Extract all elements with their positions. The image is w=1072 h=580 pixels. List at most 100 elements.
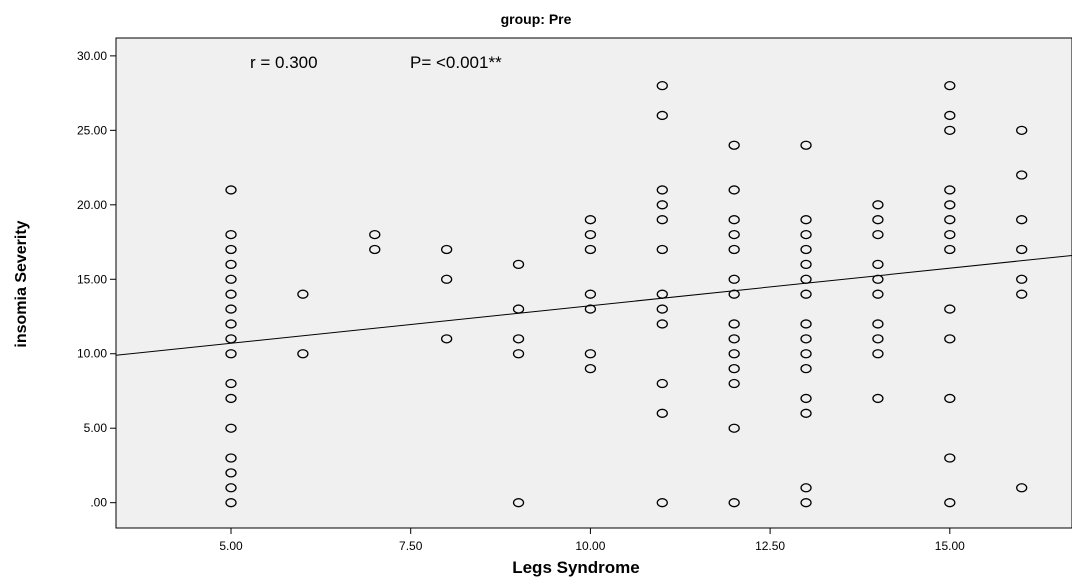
data-point <box>297 289 309 299</box>
data-point <box>1016 170 1028 180</box>
data-point <box>872 319 884 329</box>
data-point <box>944 215 956 225</box>
data-point <box>944 498 956 508</box>
data-point <box>584 215 597 225</box>
data-point <box>225 453 237 463</box>
data-point <box>584 244 597 255</box>
data-point <box>800 334 812 344</box>
data-point <box>512 498 525 508</box>
data-point <box>656 110 668 121</box>
data-point <box>1016 244 1028 255</box>
data-point <box>584 349 597 359</box>
data-point <box>728 349 740 359</box>
data-point <box>872 334 884 344</box>
data-point <box>369 244 381 255</box>
data-point <box>225 378 237 389</box>
data-point <box>1016 483 1028 493</box>
data-point <box>656 81 668 91</box>
data-point <box>512 304 525 314</box>
data-point <box>225 349 237 359</box>
y-tick-label: 20.00 <box>77 198 107 212</box>
data-point <box>656 289 668 299</box>
data-point <box>944 304 956 314</box>
regression-line <box>115 254 1072 356</box>
data-point <box>872 349 884 359</box>
data-point <box>584 363 597 374</box>
data-point <box>512 334 525 344</box>
data-point <box>872 215 884 225</box>
data-point <box>656 319 668 329</box>
data-point <box>656 244 668 255</box>
data-point <box>225 468 237 478</box>
data-point <box>440 274 453 284</box>
x-tick-label: 15.00 <box>935 539 965 553</box>
data-point <box>800 349 812 359</box>
x-tick-label: 12.50 <box>755 539 785 553</box>
data-point <box>872 274 884 284</box>
data-point <box>1016 274 1028 284</box>
data-point <box>872 229 884 240</box>
data-point <box>584 229 597 240</box>
data-point <box>728 363 740 374</box>
data-point <box>225 289 237 299</box>
data-point <box>728 215 740 225</box>
data-point <box>944 200 956 210</box>
data-point <box>800 215 812 225</box>
data-point <box>728 229 740 240</box>
data-point <box>440 334 453 344</box>
data-point <box>800 274 812 284</box>
data-point <box>800 393 812 404</box>
data-point <box>800 229 812 240</box>
data-point <box>872 289 884 299</box>
data-point <box>656 185 668 195</box>
data-point <box>944 125 956 135</box>
data-point <box>512 349 525 359</box>
data-point <box>800 244 812 255</box>
data-point <box>225 274 237 284</box>
data-point <box>728 319 740 329</box>
data-point <box>944 334 956 344</box>
data-point <box>872 259 884 270</box>
data-point <box>225 304 237 314</box>
y-tick-label: 10.00 <box>77 347 107 361</box>
data-point <box>297 349 309 359</box>
data-point <box>800 498 812 508</box>
data-point <box>800 319 812 329</box>
data-point <box>1016 125 1028 135</box>
data-point <box>800 408 812 418</box>
data-point <box>800 259 812 270</box>
data-point <box>944 453 956 463</box>
data-point <box>728 423 740 433</box>
plot-area <box>115 37 1072 529</box>
y-tick-label: .00 <box>90 496 107 510</box>
data-point <box>369 229 381 240</box>
data-point <box>440 244 453 255</box>
data-point <box>656 378 668 389</box>
chart-title: group: Pre <box>500 11 572 27</box>
data-point <box>584 304 597 314</box>
data-point <box>656 215 668 225</box>
data-point <box>800 140 812 150</box>
data-point <box>728 498 740 508</box>
data-point <box>225 229 237 240</box>
data-point <box>225 483 237 493</box>
data-point <box>944 229 956 240</box>
data-point <box>944 393 956 404</box>
x-tick-label: 7.50 <box>399 539 423 553</box>
data-point <box>1016 289 1028 299</box>
y-tick-label: 30.00 <box>77 49 107 63</box>
data-point <box>872 393 884 404</box>
data-point <box>728 274 740 284</box>
x-tick-label: 5.00 <box>219 539 243 553</box>
x-tick-label: 10.00 <box>575 539 605 553</box>
data-point <box>225 259 237 270</box>
data-point <box>800 289 812 299</box>
x-axis-label: Legs Syndrome <box>512 558 640 577</box>
data-point <box>225 244 237 255</box>
data-point <box>944 110 956 121</box>
data-point <box>1016 215 1028 225</box>
data-point <box>584 289 597 299</box>
data-point <box>944 81 956 91</box>
data-point <box>728 289 740 299</box>
